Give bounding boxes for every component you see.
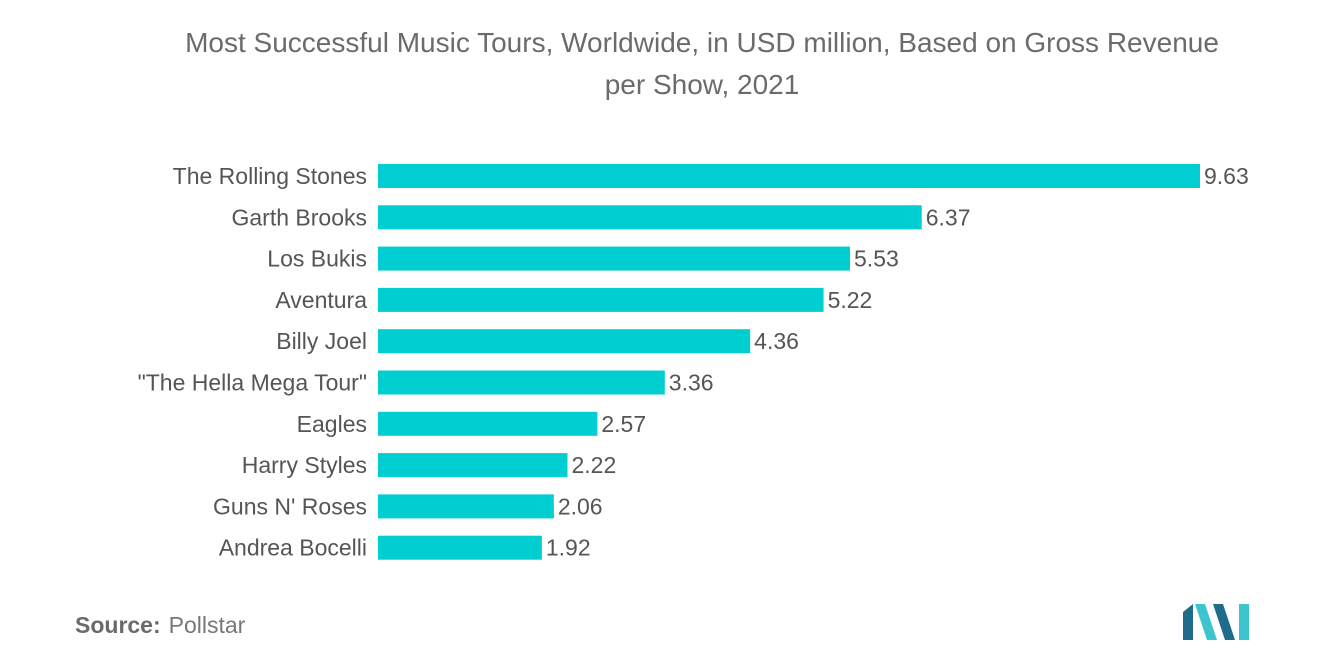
category-label: Garth Brooks: [232, 204, 368, 230]
value-label: 2.57: [601, 411, 646, 437]
value-label: 2.06: [558, 493, 603, 519]
bar: [378, 411, 598, 436]
bar: [378, 453, 568, 478]
bar: [378, 535, 542, 560]
value-label: 6.37: [926, 204, 971, 230]
chart-title-line-1: Most Successful Music Tours, Worldwide, …: [185, 27, 1219, 58]
bar-chart: The Rolling Stones 9.63 Garth Brooks 6.37 Lo…: [138, 163, 1249, 561]
category-label: Eagles: [297, 411, 367, 437]
bar: [378, 205, 922, 230]
bar: [378, 494, 554, 519]
bar: [378, 370, 665, 395]
chart-title-line-2: per Show, 2021: [604, 69, 800, 100]
category-label: Andrea Bocelli: [219, 535, 367, 561]
category-label: The Rolling Stones: [173, 163, 367, 189]
bar: [378, 287, 824, 312]
source-note: Source: Pollstar: [75, 612, 245, 639]
value-label: 5.53: [854, 246, 899, 272]
bar: [378, 329, 751, 354]
source-label: Source:: [75, 612, 161, 638]
category-label: Billy Joel: [276, 328, 367, 354]
source-value: Pollstar: [168, 612, 246, 638]
category-label: Harry Styles: [242, 452, 367, 478]
value-label: 3.36: [669, 370, 714, 396]
value-label: 5.22: [828, 287, 873, 313]
logo-shape-right: [1239, 604, 1249, 640]
logo-shape-left: [1183, 604, 1193, 640]
logo-shape-mid-left: [1195, 604, 1217, 640]
logo-shape-mid-right: [1213, 604, 1235, 640]
value-label: 1.92: [546, 535, 591, 561]
value-label: 4.36: [754, 328, 799, 354]
category-label: Aventura: [275, 287, 367, 313]
category-label: Guns N' Roses: [213, 493, 367, 519]
chart-title: Most Successful Music Tours, Worldwide, …: [60, 22, 1320, 106]
value-label: 9.63: [1204, 163, 1249, 189]
category-label: Los Bukis: [267, 246, 367, 272]
value-label: 2.22: [571, 452, 616, 478]
bar: [378, 246, 851, 271]
category-label: "The Hella Mega Tour": [138, 370, 367, 396]
bar: [378, 164, 1200, 188]
mordor-logo-icon: [1183, 604, 1249, 640]
